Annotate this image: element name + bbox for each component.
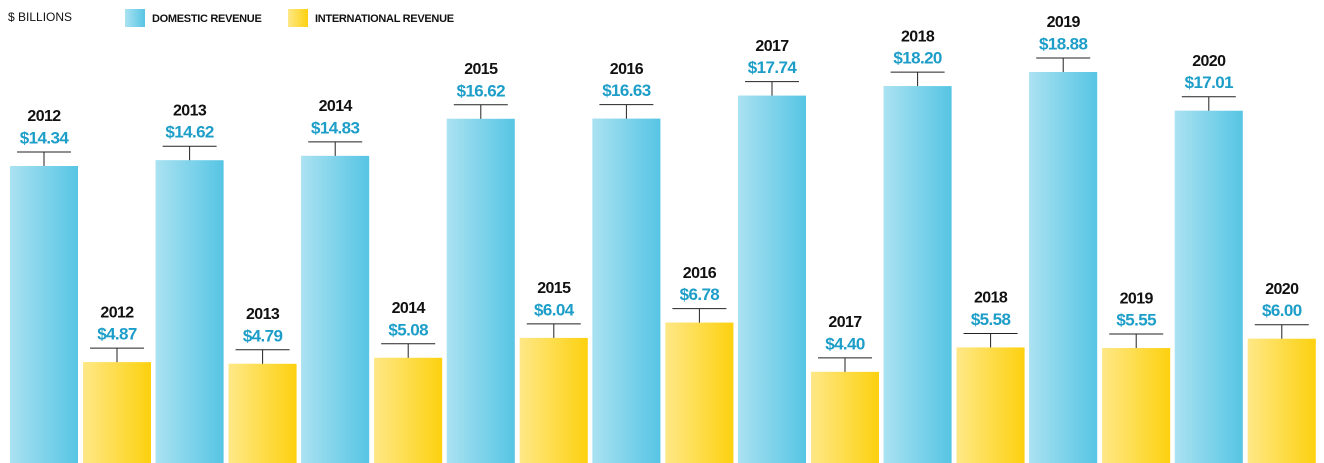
value-label: $14.83 — [311, 118, 360, 137]
value-label: $4.87 — [97, 325, 137, 344]
bar-shine — [228, 363, 297, 463]
year-label: 2017 — [828, 314, 862, 331]
bar-shine — [1029, 72, 1098, 463]
value-label: $4.79 — [243, 326, 283, 345]
year-label: 2015 — [464, 61, 498, 78]
year-label: 2018 — [901, 28, 935, 45]
value-label: $16.62 — [457, 81, 506, 100]
year-label: 2016 — [683, 265, 717, 282]
year-label: 2015 — [537, 280, 571, 297]
value-label: $17.74 — [748, 58, 798, 77]
bar-shine — [1174, 110, 1243, 463]
year-label: 2013 — [246, 306, 280, 323]
bar-shine — [738, 95, 806, 463]
bar-shine — [1102, 348, 1171, 463]
bar-shine — [301, 155, 370, 463]
value-label: $6.04 — [534, 300, 575, 319]
bar-shine — [883, 86, 952, 463]
year-label: 2019 — [1047, 14, 1081, 31]
year-label: 2018 — [974, 290, 1008, 307]
year-label: 2014 — [319, 98, 353, 115]
bar-shine — [83, 362, 151, 463]
bar-shine — [446, 118, 515, 463]
year-label: 2017 — [755, 38, 789, 55]
bar-shine — [155, 160, 224, 463]
value-label: $4.40 — [825, 334, 865, 353]
value-label: $5.55 — [1116, 311, 1156, 330]
bar-shine — [811, 371, 879, 463]
year-label: 2012 — [27, 108, 61, 125]
year-label: 2016 — [610, 61, 644, 78]
value-label: $6.78 — [680, 285, 720, 304]
year-label: 2019 — [1120, 290, 1154, 307]
value-label: $17.01 — [1185, 73, 1234, 92]
bar-shine — [592, 118, 661, 463]
legend-swatch-shine — [288, 9, 308, 27]
year-label: 2012 — [100, 304, 134, 321]
value-label: $18.88 — [1039, 34, 1088, 53]
bar-shine — [10, 166, 78, 463]
year-label: 2020 — [1192, 53, 1226, 70]
legend-label: DOMESTIC REVENUE — [152, 13, 262, 25]
bar-shine — [374, 357, 443, 463]
bar-shine — [956, 347, 1025, 463]
value-label: $18.20 — [893, 49, 942, 68]
bar-shine — [665, 322, 734, 463]
bar-shine — [519, 337, 588, 463]
legend-label: INTERNATIONAL REVENUE — [315, 13, 454, 25]
legend-swatch-shine — [125, 9, 145, 27]
value-label: $16.63 — [602, 81, 651, 100]
bar-shine — [1247, 338, 1316, 463]
year-label: 2014 — [392, 300, 426, 317]
value-label: $5.58 — [971, 310, 1011, 329]
value-label: $14.34 — [20, 129, 70, 148]
unit-label: $ BILLIONS — [8, 10, 72, 24]
year-label: 2013 — [173, 102, 207, 119]
value-label: $6.00 — [1262, 301, 1302, 320]
value-label: $14.62 — [165, 123, 214, 142]
value-label: $5.08 — [388, 320, 428, 339]
year-label: 2020 — [1265, 281, 1299, 298]
